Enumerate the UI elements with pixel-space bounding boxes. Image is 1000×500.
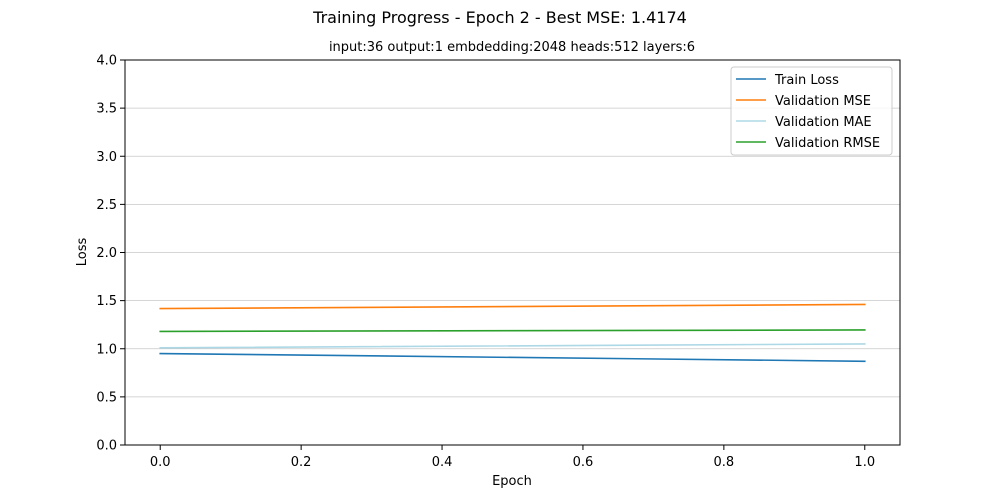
x-tick-label-3: 0.6 <box>573 455 594 470</box>
y-axis-ticks: 0.0 0.5 1.0 1.5 2.0 2.5 3.0 3.5 4.0 <box>96 54 125 454</box>
x-tick-label-1: 0.2 <box>291 455 312 470</box>
legend-items: Train Loss Validation MSE Validation MAE Va… <box>736 73 880 151</box>
series-lines <box>159 303 866 363</box>
series-line-validation-rmse <box>159 329 866 333</box>
y-tick-label-4: 2.0 <box>96 246 117 261</box>
y-tick-label-6: 3.0 <box>96 150 117 165</box>
y-tick-label-8: 4.0 <box>96 54 117 69</box>
y-tick-label-5: 2.5 <box>96 198 117 213</box>
series-line-validation-mae <box>159 343 866 349</box>
legend-label-1: Validation MSE <box>775 94 871 109</box>
series-line-validation-mse <box>159 303 866 310</box>
x-tick-label-5: 1.0 <box>854 455 875 470</box>
y-tick-label-7: 3.5 <box>96 102 117 117</box>
legend-label-3: Validation RMSE <box>775 136 880 151</box>
legend-label-2: Validation MAE <box>775 115 872 130</box>
legend: Train Loss Validation MSE Validation MAE Va… <box>730 66 893 156</box>
chart-subtitle: input:36 output:1 embdedding:2048 heads:… <box>329 40 695 55</box>
y-tick-label-0: 0.0 <box>96 439 117 454</box>
y-axis-label: Loss <box>75 238 90 267</box>
y-tick-label-3: 1.5 <box>96 294 117 309</box>
x-axis-ticks: 0.0 0.2 0.4 0.6 0.8 1.0 <box>150 445 875 470</box>
x-tick-label-4: 0.8 <box>714 455 735 470</box>
legend-label-0: Train Loss <box>774 73 839 88</box>
x-tick-label-0: 0.0 <box>150 455 171 470</box>
y-tick-label-2: 1.0 <box>96 342 117 357</box>
x-tick-label-2: 0.4 <box>432 455 453 470</box>
series-line-train-loss <box>159 352 866 363</box>
legend-box <box>730 66 893 156</box>
x-axis-label: Epoch <box>492 474 532 489</box>
chart-title: Training Progress - Epoch 2 - Best MSE: … <box>312 8 687 27</box>
y-tick-label-1: 0.5 <box>96 390 117 405</box>
